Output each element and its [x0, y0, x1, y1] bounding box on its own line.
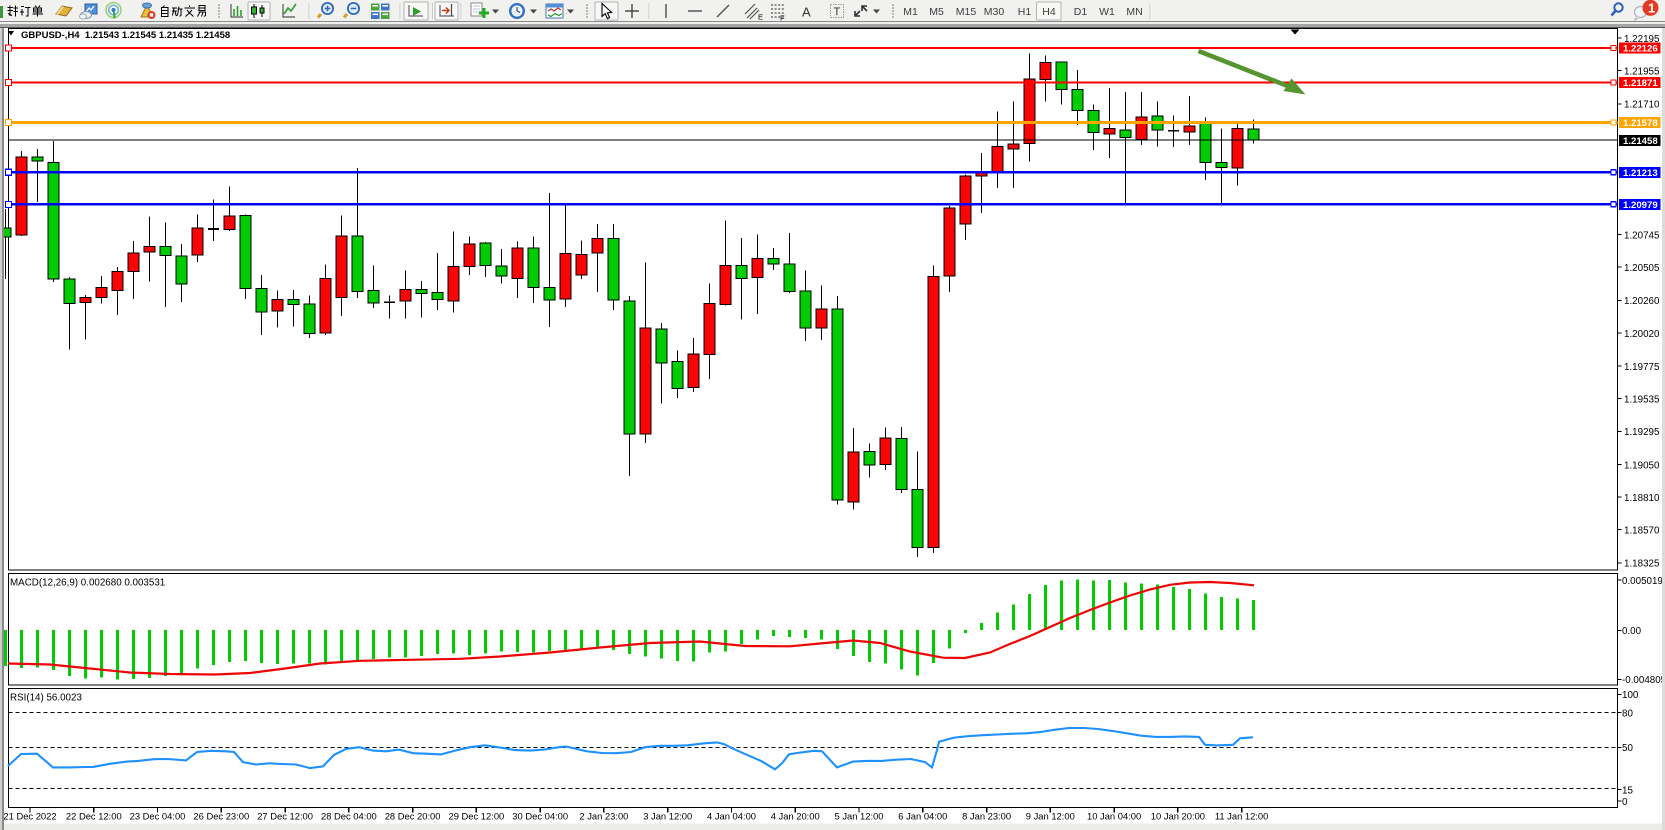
svg-text:1.19050: 1.19050: [1624, 460, 1660, 471]
svg-text:1.20745: 1.20745: [1624, 230, 1660, 241]
svg-text:E: E: [758, 13, 763, 22]
svg-text:1.20020: 1.20020: [1624, 329, 1660, 340]
svg-text:H1: H1: [1018, 6, 1032, 18]
svg-text:T: T: [834, 6, 841, 18]
svg-text:0: 0: [1622, 797, 1628, 808]
svg-text:1.21213: 1.21213: [1623, 168, 1658, 179]
svg-text:3 Jan 12:00: 3 Jan 12:00: [643, 811, 692, 822]
svg-text:29 Dec 12:00: 29 Dec 12:00: [449, 811, 505, 822]
svg-text:1.19295: 1.19295: [1624, 427, 1660, 438]
svg-text:A: A: [802, 5, 811, 20]
svg-text:1.20505: 1.20505: [1624, 263, 1660, 274]
svg-text:GBPUSD-,H4 1.21543 1.21545 1.: GBPUSD-,H4 1.21543 1.21545 1.21435 1.214…: [21, 30, 230, 41]
svg-text:0.00: 0.00: [1622, 626, 1642, 637]
svg-text:9 Jan 12:00: 9 Jan 12:00: [1026, 811, 1075, 822]
svg-text:-0.004805: -0.004805: [1622, 675, 1665, 686]
svg-text:D1: D1: [1074, 6, 1088, 18]
svg-text:6 Jan 04:00: 6 Jan 04:00: [898, 811, 947, 822]
svg-text:11 Jan 12:00: 11 Jan 12:00: [1215, 811, 1269, 822]
svg-text:1.22126: 1.22126: [1623, 44, 1658, 55]
svg-text:1.19775: 1.19775: [1624, 362, 1660, 373]
svg-text:1.21710: 1.21710: [1624, 100, 1660, 111]
svg-text:1.18810: 1.18810: [1624, 493, 1660, 504]
svg-text:28 Dec 04:00: 28 Dec 04:00: [321, 811, 377, 822]
svg-text:RSI(14) 56.0023: RSI(14) 56.0023: [10, 693, 82, 704]
svg-text:50: 50: [1622, 743, 1633, 754]
svg-text:1.21955: 1.21955: [1624, 66, 1660, 77]
svg-text:H4: H4: [1042, 6, 1056, 18]
svg-text:30 Dec 04:00: 30 Dec 04:00: [512, 811, 568, 822]
svg-text:1.21871: 1.21871: [1623, 78, 1658, 89]
svg-text:2 Jan 23:00: 2 Jan 23:00: [579, 811, 628, 822]
svg-text:28 Dec 20:00: 28 Dec 20:00: [385, 811, 441, 822]
svg-text:1.18325: 1.18325: [1624, 559, 1660, 570]
svg-text:22 Dec 12:00: 22 Dec 12:00: [66, 811, 122, 822]
svg-text:1.20260: 1.20260: [1624, 296, 1660, 307]
svg-text:8 Jan 23:00: 8 Jan 23:00: [962, 811, 1011, 822]
svg-text:5 Jan 12:00: 5 Jan 12:00: [835, 811, 884, 822]
svg-text:F: F: [780, 14, 785, 23]
svg-text:26 Dec 23:00: 26 Dec 23:00: [193, 811, 249, 822]
svg-text:M5: M5: [929, 6, 944, 18]
svg-text:0.005019: 0.005019: [1622, 576, 1663, 587]
svg-text:1.19535: 1.19535: [1624, 395, 1660, 406]
svg-text:80: 80: [1622, 708, 1633, 719]
svg-text:1.18570: 1.18570: [1624, 525, 1660, 536]
svg-text:27 Dec 12:00: 27 Dec 12:00: [257, 811, 313, 822]
svg-text:M1: M1: [903, 6, 918, 18]
svg-text:MN: MN: [1126, 6, 1142, 18]
svg-text:1.21458: 1.21458: [1623, 136, 1658, 147]
svg-text:1.21578: 1.21578: [1623, 118, 1658, 129]
svg-text:10 Jan 04:00: 10 Jan 04:00: [1087, 811, 1141, 822]
svg-text:1.20979: 1.20979: [1623, 200, 1658, 211]
svg-text:M15: M15: [956, 6, 977, 18]
svg-text:M30: M30: [984, 6, 1005, 18]
svg-text:4 Jan 04:00: 4 Jan 04:00: [707, 811, 756, 822]
svg-text:10 Jan 20:00: 10 Jan 20:00: [1151, 811, 1205, 822]
svg-text:4 Jan 20:00: 4 Jan 20:00: [771, 811, 820, 822]
svg-text:15: 15: [1622, 785, 1633, 796]
svg-text:MACD(12,26,9) 0.002680 0.00353: MACD(12,26,9) 0.002680 0.003531: [10, 578, 165, 589]
svg-text:W1: W1: [1099, 6, 1115, 18]
svg-text:23 Dec 04:00: 23 Dec 04:00: [130, 811, 186, 822]
svg-text:100: 100: [1622, 690, 1639, 701]
svg-text:21 Dec 2022: 21 Dec 2022: [3, 811, 56, 822]
svg-text:1.22195: 1.22195: [1624, 34, 1660, 45]
svg-text:1: 1: [1648, 1, 1655, 16]
